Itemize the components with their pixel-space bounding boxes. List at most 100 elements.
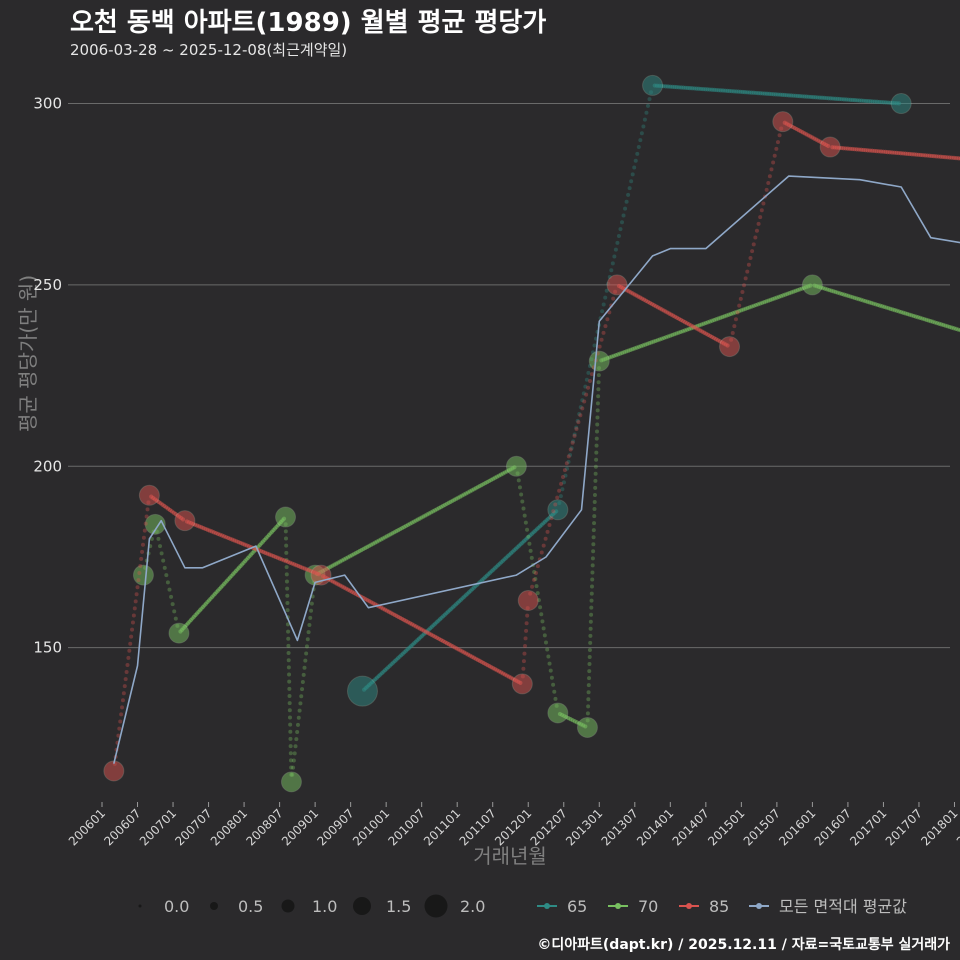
- series-85-point: [310, 564, 332, 586]
- series-65-trend-dot: [639, 131, 644, 136]
- series-70-trend-dot: [301, 672, 306, 677]
- series-85-trend-dot: [547, 523, 552, 528]
- series-85-trend-dot: [559, 481, 564, 486]
- series-85-trend-dot: [138, 563, 143, 568]
- series-85-trend-dot: [743, 276, 748, 281]
- series-70-trend-dot: [592, 521, 597, 526]
- series-65-trend-dot: [565, 466, 570, 471]
- series-70-point: [144, 513, 166, 535]
- series-85-trend-dot: [745, 269, 750, 274]
- series-70-trend-dot: [593, 464, 598, 469]
- series-70-trend-dot: [532, 569, 537, 574]
- series-85-trend-dot: [601, 330, 606, 335]
- series-85-trend-dot: [120, 705, 125, 710]
- series-65-trend-dot: [581, 391, 586, 396]
- series-70-trend-dot: [285, 600, 290, 605]
- x-tick-label: 201001: [350, 806, 392, 848]
- size-legend-label: 0.5: [238, 897, 263, 916]
- color-legend-label: 70: [638, 897, 658, 916]
- series-85-trend-dot: [611, 296, 616, 301]
- series-65-trend-dot: [613, 247, 618, 252]
- series-85-trend-dot: [140, 542, 145, 547]
- series-70-trend-dot: [585, 711, 590, 716]
- series-70-trend-dot: [594, 443, 599, 448]
- series-70-trend-dot: [300, 687, 305, 692]
- series-65-trend-dot: [609, 268, 614, 273]
- series-70-trend-dot: [589, 612, 594, 617]
- series-70-trend-dot: [287, 679, 292, 684]
- series-85-trend-dot: [126, 655, 131, 660]
- series-85-trend-dot: [766, 181, 771, 186]
- series-70-trend-dot: [286, 665, 291, 670]
- series-70-trend-dot: [293, 744, 298, 749]
- series-70-trend-dot: [286, 629, 291, 634]
- series-85-trend-dot: [145, 507, 150, 512]
- size-legend-dot: [353, 897, 371, 915]
- series-70-trend-dot: [594, 436, 599, 441]
- series-70-trend-dot: [286, 658, 291, 663]
- series-70-trend-dot: [287, 686, 292, 691]
- x-tick-label: 201707: [883, 806, 925, 848]
- series-70-trend-dot: [596, 373, 601, 378]
- series-65-trend-dot: [629, 179, 634, 184]
- series-65-trend-dot: [623, 206, 628, 211]
- series-65-trend-dot: [612, 254, 617, 259]
- series-65-point: [547, 499, 569, 521]
- series-70-trend-dot: [596, 380, 601, 385]
- series-70-trend-dot: [552, 689, 557, 694]
- series-85-trend-dot: [771, 160, 776, 165]
- series-65-trend-dot: [610, 261, 615, 266]
- series-70-trend-dot: [590, 556, 595, 561]
- series-85-trend-dot: [120, 698, 125, 703]
- series-65-trend-dot: [627, 186, 632, 191]
- x-tick-label: 201207: [528, 806, 570, 848]
- series-85-trend-dot: [603, 324, 608, 329]
- series-65-trend-dot: [604, 288, 609, 293]
- color-legend-label: 85: [709, 897, 729, 916]
- series-70-trend-dot: [527, 541, 532, 546]
- series-85-trend-dot: [141, 535, 146, 540]
- series-70-trend-dot: [162, 565, 167, 570]
- series-65-trend-dot: [647, 97, 652, 102]
- series-85-trend-dot: [753, 235, 758, 240]
- series-65-point: [642, 74, 664, 96]
- series-70-trend-dot: [295, 722, 300, 727]
- series-70-trend-dot: [309, 601, 314, 606]
- series-85-trend-dot: [774, 146, 779, 151]
- series-65-trend-dot: [624, 199, 629, 204]
- series-70-trend-dot: [540, 619, 545, 624]
- series-70-trend-dot: [549, 675, 554, 680]
- x-tick-label: 201601: [776, 806, 818, 848]
- series-65-trend-dot: [632, 165, 637, 170]
- series-70-trend-dot: [535, 591, 540, 596]
- series-70-trend-dot: [594, 450, 599, 455]
- series-65-trend-dot: [568, 453, 573, 458]
- series-70-trend-dot: [287, 672, 292, 677]
- series-70-trend-dot: [591, 542, 596, 547]
- series-70-trend-dot: [295, 729, 300, 734]
- series-70-trend-dot: [288, 729, 293, 734]
- series-70-trend-dot: [587, 676, 592, 681]
- series-85-trend-dot: [576, 420, 581, 425]
- series-70-trend-dot: [298, 701, 303, 706]
- series-70-trend-dot: [551, 682, 556, 687]
- series-70-trend-dot: [553, 696, 558, 701]
- series-85-trend-dot: [525, 613, 530, 618]
- series-70-trend-dot: [547, 661, 552, 666]
- series-70-trend-dot: [521, 506, 526, 511]
- series-70-trend-dot: [592, 514, 597, 519]
- series-70-trend-dot: [294, 737, 299, 742]
- series-85-trend-dot: [551, 509, 556, 514]
- series-65-trend-dot: [566, 459, 571, 464]
- series-70-trend-dot: [529, 555, 534, 560]
- series-70-trend-dot: [284, 572, 289, 577]
- series-70-trend-dot: [594, 457, 599, 462]
- series-70-trend-dot: [525, 527, 530, 532]
- series-70-trend-dot: [519, 492, 524, 497]
- series-65-trend-dot: [561, 480, 566, 485]
- series-85-trend-dot: [761, 201, 766, 206]
- series-85-trend-dot: [740, 290, 745, 295]
- series-70-trend-dot: [302, 665, 307, 670]
- series-85-trend-dot: [139, 556, 144, 561]
- size-legend-label: 1.0: [312, 897, 337, 916]
